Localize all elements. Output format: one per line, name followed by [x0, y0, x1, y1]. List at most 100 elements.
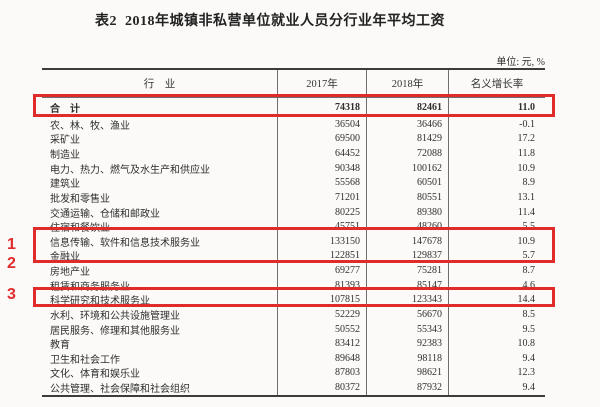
cell-2018: 82461 [367, 98, 449, 117]
cell-growth: 11.4 [517, 206, 535, 218]
cell-2017: 107815 [278, 292, 367, 308]
unit-label: 单位: 元, % [496, 57, 545, 68]
cell-industry: 水利、环境和公共设施管理业 [42, 307, 278, 322]
table-header-row: 行 业 2017年 2018年 名义增长率 [42, 70, 545, 98]
red-marker-1: 1 [7, 236, 16, 253]
cell-growth: 9.4 [522, 352, 536, 364]
cell-2018: 80551 [367, 190, 449, 205]
cell-2018: 92383 [367, 336, 449, 351]
table-row: 水利、环境和公共设施管理业 52229 56670 8.5 [42, 307, 545, 322]
cell-industry: 制造业 [42, 146, 278, 161]
cell-industry: 科学研究和技术服务业 [42, 292, 278, 308]
cell-growth: 10.8 [517, 338, 536, 350]
cell-industry: 合 计 [42, 98, 278, 117]
cell-growth: 11.0 [518, 102, 535, 113]
table-row: 制造业 64452 72088 11.8 [42, 146, 545, 161]
cell-growth: 8.9 [522, 177, 536, 189]
cell-growth: 9.5 [522, 323, 536, 335]
table-body: 农、林、牧、渔业 36504 36466 -0.1 采矿业 69500 8142… [42, 117, 545, 395]
cell-industry: 公共管理、社会保障和社会组织 [42, 380, 278, 395]
cell-growth: 10.9 [517, 235, 536, 247]
header-cell-2017: 2017年 [278, 70, 367, 97]
table-row: 租赁和商务服务业 81393 85147 4.6 [42, 277, 545, 293]
cell-2017: 69277 [278, 263, 367, 278]
table-row: 建筑业 55568 60501 8.9 [42, 175, 545, 191]
cell-industry: 居民服务、修理和其他服务业 [42, 321, 278, 337]
cell-2017: 69500 [278, 131, 367, 147]
cell-industry: 房地产业 [42, 263, 278, 278]
red-marker-2: 2 [7, 255, 16, 272]
cell-2017: 90348 [278, 160, 367, 176]
cell-2018: 36466 [367, 117, 449, 132]
cell-industry: 卫生和社会工作 [42, 351, 278, 366]
cell-2018: 75281 [367, 263, 449, 278]
cell-industry: 金融业 [42, 248, 278, 264]
cell-2017: 74318 [278, 98, 367, 117]
cell-2017: 52229 [278, 307, 367, 322]
cell-growth: 14.4 [517, 294, 536, 306]
cell-2018: 98118 [367, 351, 449, 366]
cell-2018: 147678 [367, 234, 449, 249]
cell-growth: 8.7 [522, 265, 536, 277]
cell-industry: 采矿业 [42, 131, 278, 147]
cell-2018: 48260 [367, 219, 449, 234]
cell-2017: 45751 [278, 219, 367, 234]
cell-growth: 11.8 [517, 148, 535, 160]
table-row: 交通运输、仓储和邮政业 80225 89380 11.4 [42, 204, 545, 220]
cell-industry: 信息传输、软件和信息技术服务业 [42, 234, 278, 249]
cell-industry: 建筑业 [42, 175, 278, 191]
table-row: 教育 83412 92383 10.8 [42, 336, 545, 351]
table-row: 文化、体育和娱乐业 87803 98621 12.3 [42, 365, 545, 381]
cell-2018: 60501 [367, 175, 449, 191]
cell-2017: 71201 [278, 190, 367, 205]
cell-2018: 81429 [367, 131, 449, 147]
table-row: 住宿和餐饮业 45751 48260 5.5 [42, 219, 545, 234]
cell-industry: 教育 [42, 336, 278, 351]
cell-industry: 交通运输、仓储和邮政业 [42, 204, 278, 220]
page-title: 表2 2018年城镇非私营单位就业人员分行业年平均工资 [95, 14, 445, 29]
cell-2017: 55568 [278, 175, 367, 191]
cell-industry: 住宿和餐饮业 [42, 219, 278, 234]
cell-2018: 100162 [367, 160, 449, 176]
total-row: 合 计 74318 82461 11.0 [42, 98, 545, 117]
cell-2018: 56670 [367, 307, 449, 322]
cell-growth: -0.1 [519, 118, 535, 130]
table-row: 信息传输、软件和信息技术服务业 133150 147678 10.9 [42, 234, 545, 249]
cell-2017: 64452 [278, 146, 367, 161]
cell-2017: 87803 [278, 365, 367, 381]
cell-growth: 9.4 [522, 382, 536, 394]
cell-growth: 8.5 [522, 308, 536, 320]
cell-growth: 5.7 [522, 250, 536, 262]
cell-2017: 36504 [278, 117, 367, 132]
cell-industry: 农、林、牧、渔业 [42, 117, 278, 132]
cell-2018: 87932 [367, 380, 449, 395]
cell-industry: 批发和零售业 [42, 190, 278, 205]
table-row: 房地产业 69277 75281 8.7 [42, 263, 545, 278]
red-marker-3: 3 [7, 286, 16, 303]
cell-2017: 50552 [278, 321, 367, 337]
cell-growth: 13.1 [517, 191, 536, 203]
table-row: 公共管理、社会保障和社会组织 80372 87932 9.4 [42, 380, 545, 395]
cell-2018: 123343 [367, 292, 449, 308]
header-cell-growth: 名义增长率 [470, 79, 524, 90]
cell-industry: 租赁和商务服务业 [42, 277, 278, 293]
cell-growth: 4.6 [522, 279, 536, 291]
wage-table: 行 业 2017年 2018年 名义增长率 合 计 74318 82461 11… [42, 68, 545, 397]
header-cell-industry: 行 业 [42, 70, 278, 97]
cell-2018: 129837 [367, 248, 449, 264]
cell-2018: 72088 [367, 146, 449, 161]
cell-growth: 12.3 [517, 367, 536, 379]
table-row: 金融业 122851 129837 5.7 [42, 248, 545, 264]
table-row: 卫生和社会工作 89648 98118 9.4 [42, 351, 545, 366]
table-row: 采矿业 69500 81429 17.2 [42, 131, 545, 147]
cell-industry: 电力、热力、燃气及水生产和供应业 [42, 160, 278, 176]
cell-2017: 89648 [278, 351, 367, 366]
cell-growth: 17.2 [517, 133, 536, 145]
table-row: 电力、热力、燃气及水生产和供应业 90348 100162 10.9 [42, 160, 545, 176]
cell-2017: 122851 [278, 248, 367, 264]
table-row: 科学研究和技术服务业 107815 123343 14.4 [42, 292, 545, 308]
table-row: 批发和零售业 71201 80551 13.1 [42, 190, 545, 205]
cell-industry: 文化、体育和娱乐业 [42, 365, 278, 381]
cell-growth: 10.9 [517, 162, 536, 174]
cell-2018: 85147 [367, 277, 449, 293]
